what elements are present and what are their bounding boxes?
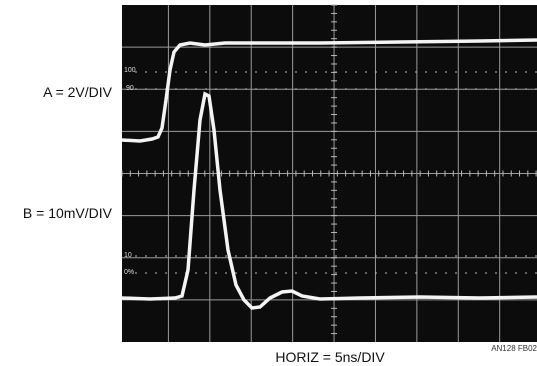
figure-id: AN128 FB02 — [491, 344, 537, 353]
channel-b-label: B = 10mV/DIV — [23, 205, 113, 221]
horizontal-label: HORIZ = 5ns/DIV — [275, 349, 385, 365]
graticule-label: 90 — [126, 85, 134, 92]
graticule-label: 100 — [124, 67, 136, 74]
channel-a-label: A = 2V/DIV — [43, 84, 113, 100]
graticule-label: 10 — [124, 252, 132, 259]
graticule-label: 0% — [124, 269, 134, 276]
scope-figure: 100 90 10 0% A = 2V/DIV B = 10mV/DIV HOR… — [0, 0, 537, 366]
